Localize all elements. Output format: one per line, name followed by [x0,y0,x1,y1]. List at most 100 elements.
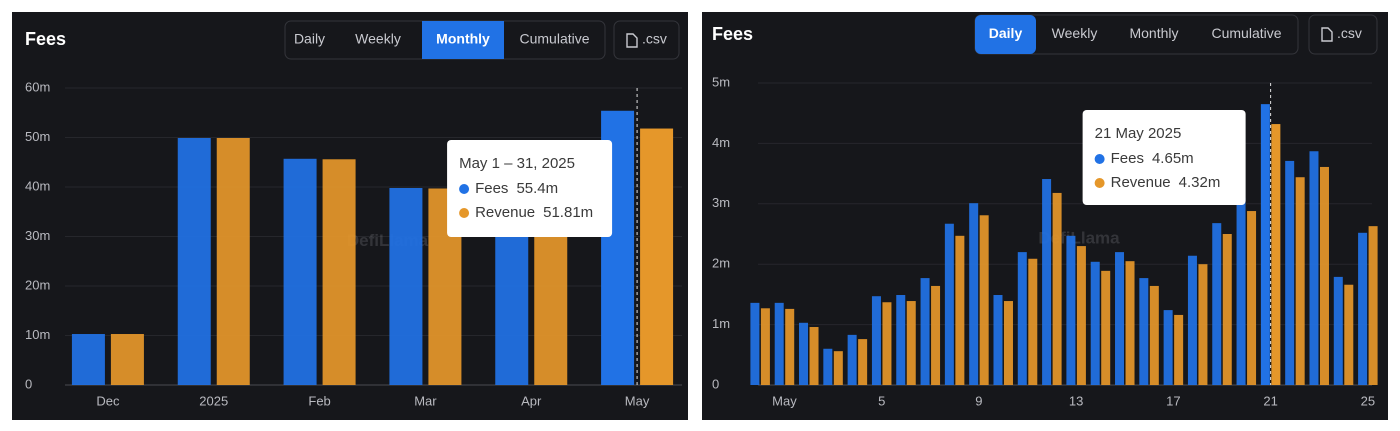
tooltip [447,140,613,237]
csv-icon [1321,27,1333,42]
bar [1212,223,1222,385]
tooltip-title: May 1 – 31, 2025 [459,155,575,172]
bar [1042,179,1052,385]
bar [833,351,843,385]
tab[interactable]: Monthly [1129,25,1178,41]
bar [906,301,916,385]
tab[interactable]: Daily [294,31,325,47]
bar [1090,261,1100,385]
y-tick-label: 10m [25,327,50,342]
tooltip [1082,110,1246,205]
csv-button[interactable] [613,20,680,60]
csv-button[interactable] [1308,14,1378,55]
tooltip-dot [459,208,470,218]
chart-panel: Fees Daily Weekly Monthly Cumulative .csv 0 10m… [12,12,688,420]
bar [1125,261,1135,385]
x-tick-label: May [625,393,650,408]
bar [944,223,954,385]
bar [823,348,833,385]
tab-active-bg [422,21,504,59]
bar [750,302,760,385]
bar [1163,310,1173,385]
bar [1066,235,1076,385]
bar [1101,270,1111,385]
x-tick-label: Feb [308,393,330,408]
bar [1333,276,1343,385]
bar [799,322,809,385]
bar [389,187,423,385]
y-tick-label: 3m [712,195,730,210]
tab-active-bg [975,15,1036,54]
x-tick-label: 5 [878,393,885,408]
y-tick-label: 20m [25,277,50,292]
bar [640,128,674,385]
chart-panel: Fees Daily Weekly Monthly Cumulative .csv 0 1m 2… [702,12,1388,420]
bar [1236,197,1246,385]
y-tick-label: 2m [712,256,730,271]
tooltip-series-name: Fees [1111,150,1144,167]
tab[interactable]: Cumulative [1211,25,1281,41]
bar [931,285,941,385]
bar [1115,252,1125,385]
tooltip-title: 21 May 2025 [1095,125,1182,142]
y-tick-label: 0 [712,376,719,391]
bar [979,215,989,385]
y-tick-label: 0 [25,376,32,391]
tab[interactable]: Weekly [355,31,401,47]
bar [774,302,784,385]
bar [882,302,892,385]
bar [1139,278,1149,385]
bar [534,221,568,385]
bar [1149,285,1159,385]
x-tick-label: May [772,393,797,408]
y-tick-label: 1m [712,316,730,331]
bar [920,278,930,385]
x-tick-label: Dec [96,393,120,408]
y-tick-label: 40m [25,178,50,193]
x-tick-label: 21 [1263,393,1277,408]
bar [1295,177,1305,385]
bar [177,137,211,385]
bar [1368,226,1378,385]
x-tick-label: Mar [414,393,437,408]
y-tick-label: 4m [712,135,730,150]
tooltip-value: 55.4m [516,180,558,197]
y-tick-label: 50m [25,129,50,144]
chart-title: Fees [712,24,753,44]
bar [955,235,965,385]
bar [1271,124,1281,386]
bar [1319,166,1329,385]
csv-label[interactable]: .csv [642,31,667,47]
tab[interactable]: Cumulative [519,31,589,47]
tooltip-dot [1094,154,1105,164]
bar [1052,192,1062,385]
bar [1174,314,1184,385]
tooltip-value: 4.65m [1152,150,1194,167]
bar [896,295,906,385]
bar [847,334,857,385]
tooltip-series-name: Fees [475,180,508,197]
bar [283,158,317,385]
tab[interactable]: Weekly [1052,25,1098,41]
chart-title: Fees [25,29,66,49]
csv-icon [626,33,638,48]
x-tick-label: 2025 [199,393,228,408]
tab[interactable]: Daily [989,25,1023,41]
bar [809,327,819,385]
csv-label[interactable]: .csv [1337,25,1362,41]
bar [216,137,250,385]
bar [1003,301,1013,385]
tooltip-value: 51.81m [543,204,593,221]
bar [495,221,529,385]
bar [71,334,105,385]
y-tick-label: 5m [712,74,730,89]
x-tick-label: 25 [1361,393,1375,408]
bar [1344,284,1354,385]
x-tick-label: 13 [1069,393,1083,408]
tab[interactable]: Monthly [436,31,490,47]
tooltip-dot [459,184,470,194]
tooltip-dot [1094,178,1105,188]
bar [1017,252,1027,385]
tooltip-value: 4.32m [1179,174,1221,191]
